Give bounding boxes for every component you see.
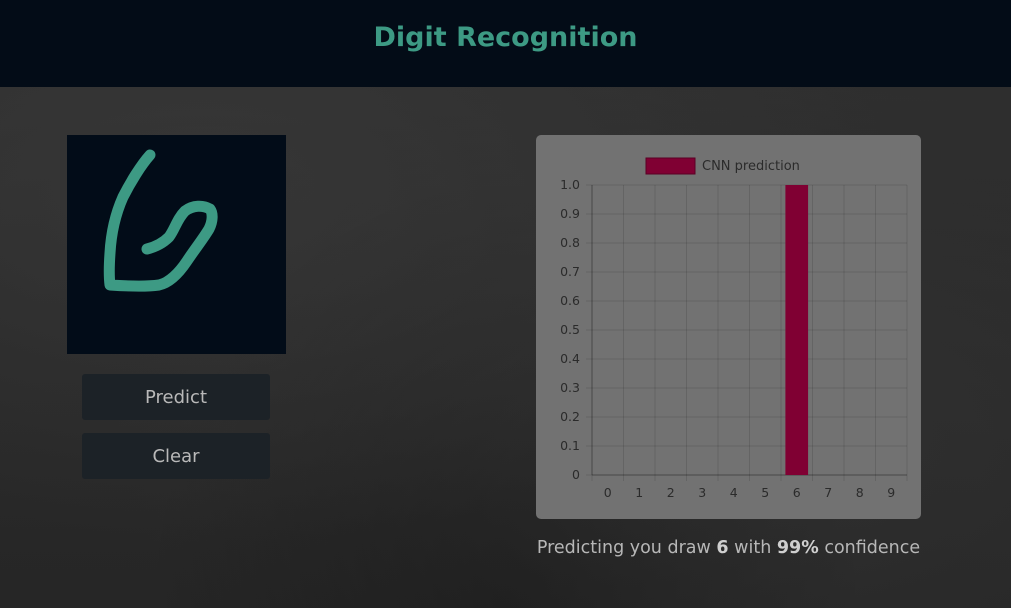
- x-tick-label: 6: [793, 485, 801, 500]
- legend-label: CNN prediction: [702, 159, 800, 174]
- legend-swatch: [645, 157, 696, 175]
- digit-stroke: [103, 149, 218, 292]
- x-tick-label: 2: [667, 485, 675, 500]
- x-tick-label: 5: [761, 485, 769, 500]
- x-tick-label: 3: [698, 485, 706, 500]
- predicted-digit: 6: [716, 538, 729, 558]
- y-tick-label: 1.0: [560, 177, 580, 192]
- result-middle: with: [734, 538, 772, 558]
- clear-button[interactable]: Clear: [82, 433, 270, 479]
- x-tick-label: 7: [824, 485, 832, 500]
- result-suffix: confidence: [824, 538, 921, 558]
- x-tick-label: 9: [887, 485, 895, 500]
- x-tick-label: 4: [730, 485, 738, 500]
- app-header: Digit Recognition: [0, 0, 1011, 87]
- prediction-result: Predicting you draw 6 with 99% confidenc…: [536, 538, 921, 558]
- y-tick-label: 0.7: [560, 264, 580, 279]
- predict-button[interactable]: Predict: [82, 374, 270, 420]
- prediction-chart: 0 0.1 0.2 0.3 0.4 0.5 0.6 0.7 0.8 0.9 1.0 0 1 2 3 4 5 6 7 8…: [536, 135, 921, 519]
- x-tick-label: 0: [604, 485, 612, 500]
- y-tick-label: 0: [572, 467, 580, 482]
- x-tick-label: 1: [635, 485, 643, 500]
- bar: [785, 185, 809, 475]
- y-tick-label: 0.1: [560, 438, 580, 453]
- y-tick-label: 0.8: [560, 235, 580, 250]
- drawing-canvas[interactable]: [67, 135, 286, 354]
- y-tick-label: 0.3: [560, 380, 580, 395]
- bar-chart: 0 0.1 0.2 0.3 0.4 0.5 0.6 0.7 0.8 0.9 1.0 0 1 2 3 4 5 6 7 8…: [560, 157, 908, 500]
- drawn-digit: [103, 149, 218, 292]
- confidence-value: 99%: [776, 538, 819, 558]
- y-tick-label: 0.4: [560, 351, 580, 366]
- y-tick-label: 0.6: [560, 293, 580, 308]
- y-tick-label: 0.2: [560, 409, 580, 424]
- page-title: Digit Recognition: [373, 22, 638, 53]
- x-tick-label: 8: [856, 485, 864, 500]
- result-prefix: Predicting you draw: [536, 538, 711, 558]
- y-tick-label: 0.5: [560, 322, 580, 337]
- y-tick-label: 0.9: [560, 206, 580, 221]
